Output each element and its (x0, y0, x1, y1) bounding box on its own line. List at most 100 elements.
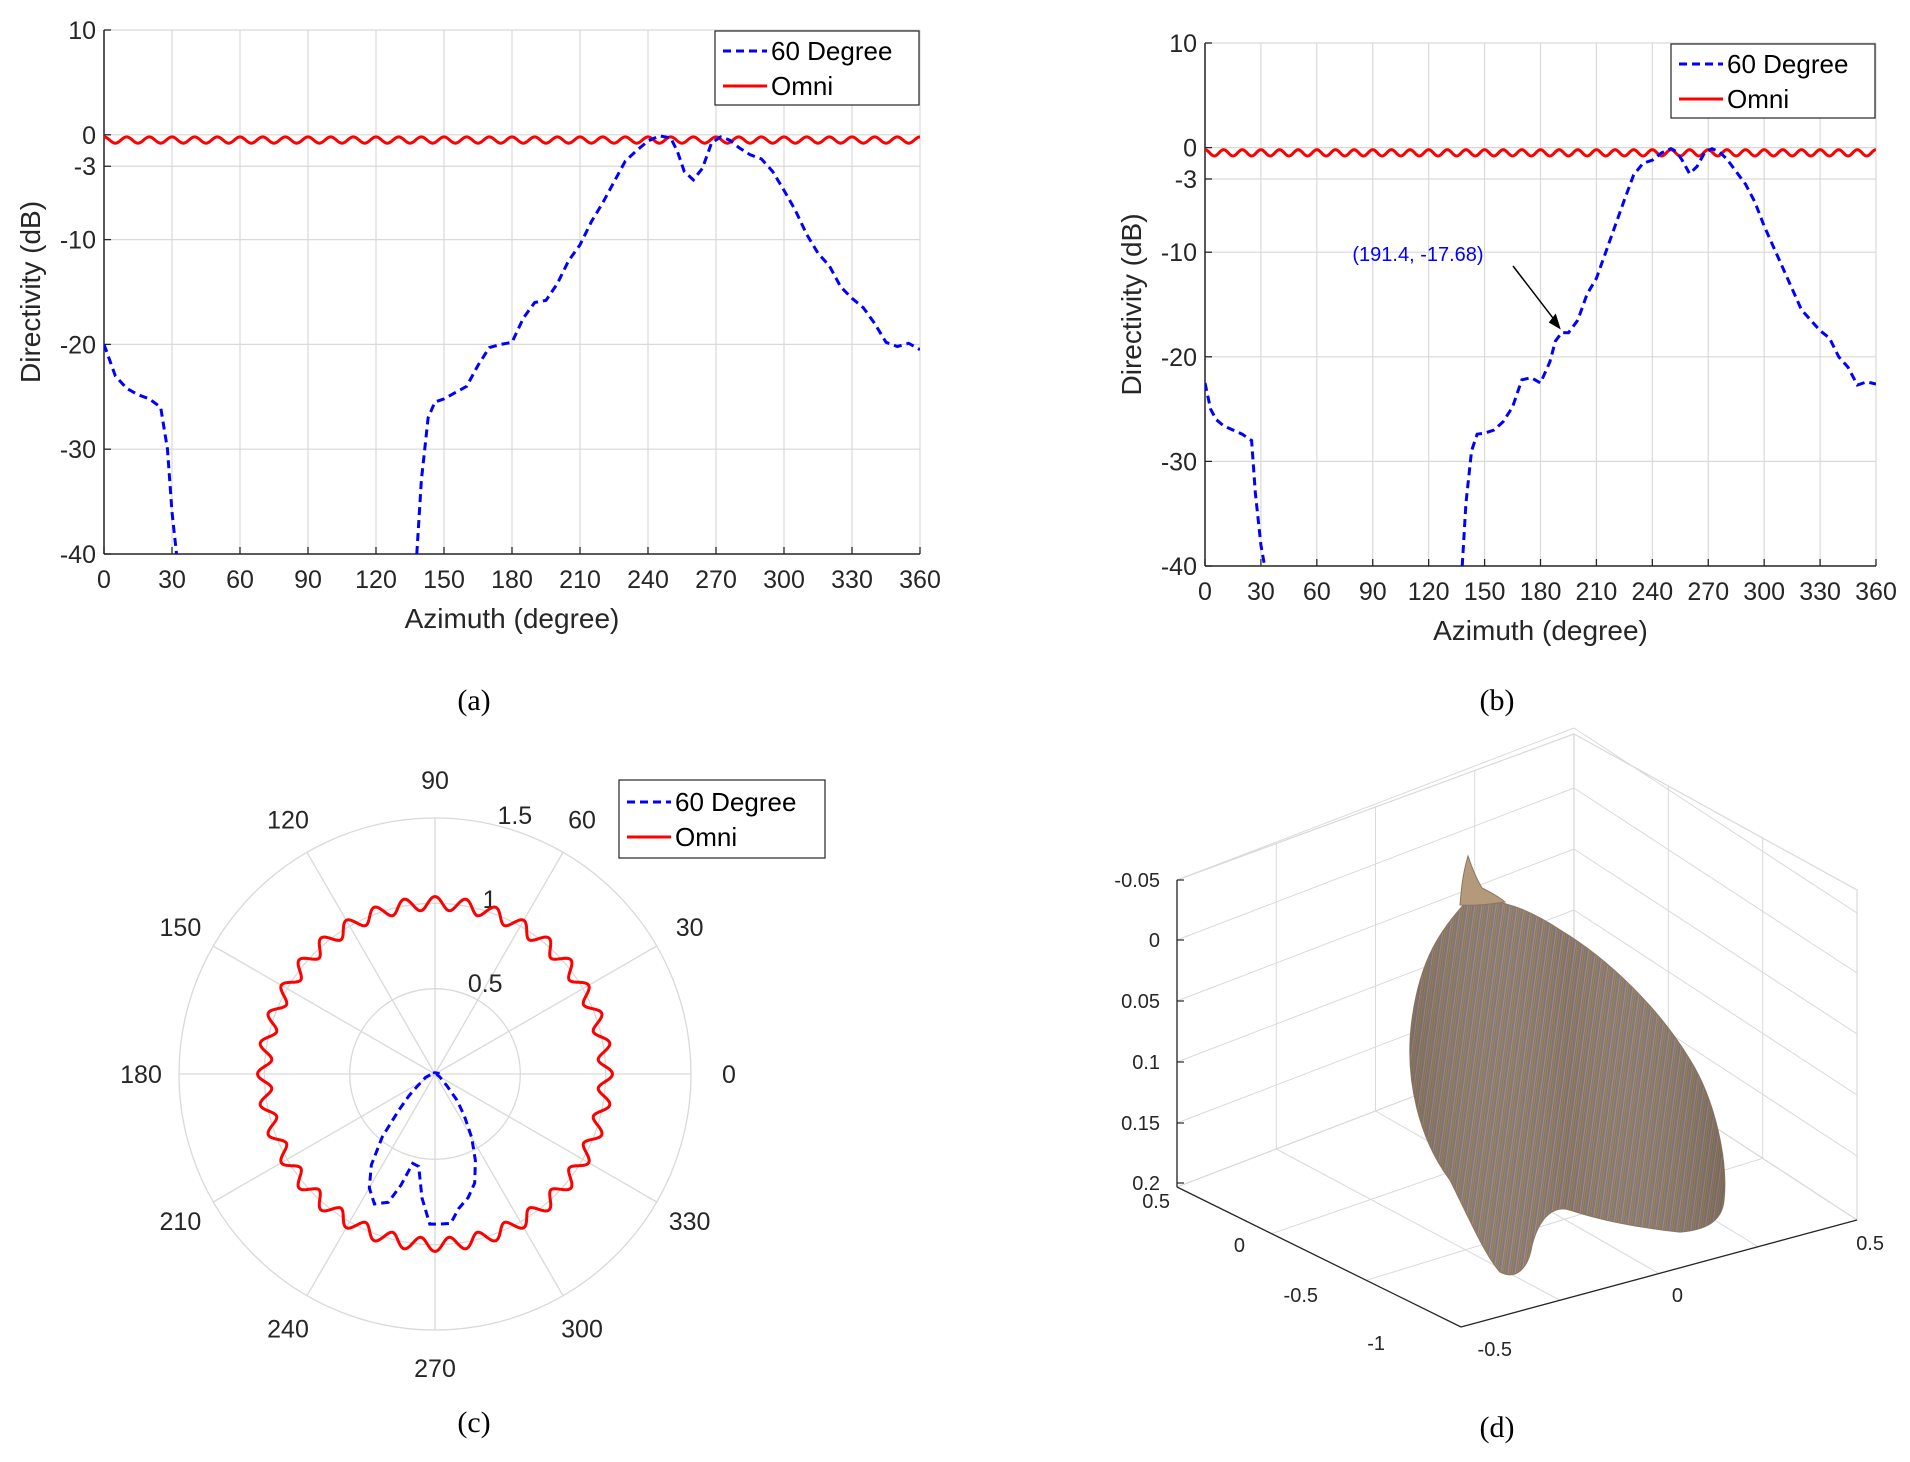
y-tick-label: -3 (74, 153, 96, 181)
x-tick-label: 360 (899, 566, 941, 594)
y-axis-label: Directivity (dB) (15, 201, 46, 383)
x-tick-label: 0 (1198, 578, 1212, 606)
polar-radius-label: 1.5 (497, 802, 532, 830)
y-tick-label: 0 (82, 122, 96, 150)
x-tick-label: 90 (1359, 578, 1387, 606)
polar-radius-label: 0.5 (468, 970, 503, 998)
legend-label-omni: Omni (1727, 84, 1789, 114)
x-tick-label: 0 (97, 566, 111, 594)
polar-angle-label: 330 (669, 1208, 711, 1236)
y-tick-label: -20 (60, 331, 96, 359)
x-tick-label: 210 (559, 566, 601, 594)
legend-box (1670, 43, 1876, 119)
polar-ring (178, 817, 692, 1331)
y-tick-label: -3 (1175, 166, 1197, 194)
legend-label-omni: Omni (771, 71, 833, 101)
x-tick-label: 60 (226, 566, 254, 594)
polar-spoke (434, 851, 564, 1075)
omni-line (1205, 148, 1876, 158)
grid-line (1176, 787, 1575, 941)
x-tick-label: 300 (763, 566, 805, 594)
polar-angle-label: 270 (414, 1355, 456, 1383)
x-tick-label: 330 (1799, 578, 1841, 606)
directional-line (1460, 146, 1876, 566)
y-tick-label: -40 (60, 541, 96, 569)
polar-angle-label: 300 (561, 1316, 603, 1344)
left-axis-tick-label: -0.5 (1284, 1285, 1318, 1307)
polar-angle-label: 120 (267, 806, 309, 834)
y-tick-label: -30 (60, 436, 96, 464)
directional-line (1205, 382, 1267, 566)
polar-angle-label: 240 (267, 1316, 309, 1344)
grid-line (1573, 727, 1858, 914)
vertical-tick-label: 0.1 (1132, 1052, 1160, 1074)
polar-spoke (306, 851, 436, 1075)
polar-angle-label: 210 (160, 1208, 202, 1236)
x-tick-label: 120 (355, 566, 397, 594)
y-tick-label: 10 (1169, 30, 1197, 58)
y-tick-label: 10 (68, 17, 96, 45)
data-tip-label: (191.4, -17.68) (1352, 244, 1483, 266)
omni-polar-line (255, 894, 615, 1254)
left-axis-tick-label: -1 (1367, 1333, 1385, 1355)
directional-line (415, 134, 920, 554)
x-axis-label: Azimuth (degree) (1433, 615, 1648, 646)
polar-ring (263, 902, 607, 1246)
x-tick-label: 300 (1743, 578, 1785, 606)
right-axis-tick-label: -0.5 (1478, 1339, 1512, 1361)
vertical-tick-label: -0.05 (1114, 870, 1160, 892)
directional-polar-line (367, 1071, 477, 1226)
left-axis-tick-label: 0 (1234, 1235, 1245, 1257)
y-tick-label: 0 (1183, 135, 1197, 163)
x-tick-label: 240 (627, 566, 669, 594)
vertical-tick-label: 0.05 (1121, 991, 1160, 1013)
grid-line (1573, 848, 1858, 1035)
right-axis-tick-label: 0.5 (1856, 1233, 1884, 1255)
data-tip-arrow (1512, 265, 1560, 326)
grid-line (1573, 787, 1858, 974)
polar-angle-label: 60 (568, 806, 596, 834)
radiation-lobe-shading (1409, 899, 1725, 1275)
directional-line (104, 343, 179, 554)
polar-angle-label: 0 (722, 1061, 736, 1089)
left-axis-tick-label: 0.5 (1142, 1191, 1170, 1213)
right-axis-line (1460, 1219, 1858, 1328)
x-tick-label: 330 (831, 566, 873, 594)
y-tick-label: -20 (1161, 344, 1197, 372)
polar-angle-label: 150 (160, 914, 202, 942)
polar-spoke (212, 945, 436, 1075)
x-tick-label: 60 (1303, 578, 1331, 606)
x-tick-label: 270 (695, 566, 737, 594)
x-tick-label: 210 (1576, 578, 1618, 606)
grid-line (1573, 909, 1858, 1096)
x-tick-label: 240 (1631, 578, 1673, 606)
legend-label-omni: Omni (675, 822, 737, 852)
polar-spoke (434, 945, 658, 1075)
x-tick-label: 30 (1247, 578, 1275, 606)
y-tick-label: -10 (60, 227, 96, 255)
vertical-tick-label: 0 (1149, 930, 1160, 952)
legend-box (618, 779, 826, 859)
left-axis-line (1176, 1186, 1462, 1328)
data-tip-arrowhead (1548, 313, 1561, 330)
legend-label-directional: 60 Degree (771, 36, 892, 66)
vertical-tick-label: 0.2 (1132, 1173, 1160, 1195)
polar-spoke (434, 1073, 564, 1297)
x-tick-label: 90 (294, 566, 322, 594)
right-axis-tick-label: 0 (1672, 1285, 1683, 1307)
polar-spoke (306, 1073, 436, 1297)
omni-line (104, 135, 920, 145)
x-tick-label: 30 (158, 566, 186, 594)
x-tick-label: 150 (1464, 578, 1506, 606)
grid-line (1176, 727, 1575, 881)
legend-label-directional: 60 Degree (675, 787, 796, 817)
x-tick-label: 150 (423, 566, 465, 594)
grid-line (1176, 848, 1575, 1002)
polar-spoke (434, 1073, 658, 1203)
x-tick-label: 180 (1520, 578, 1562, 606)
y-tick-label: -10 (1161, 239, 1197, 267)
vertical-tick-label: 0.15 (1121, 1113, 1160, 1135)
polar-ring (349, 988, 521, 1160)
